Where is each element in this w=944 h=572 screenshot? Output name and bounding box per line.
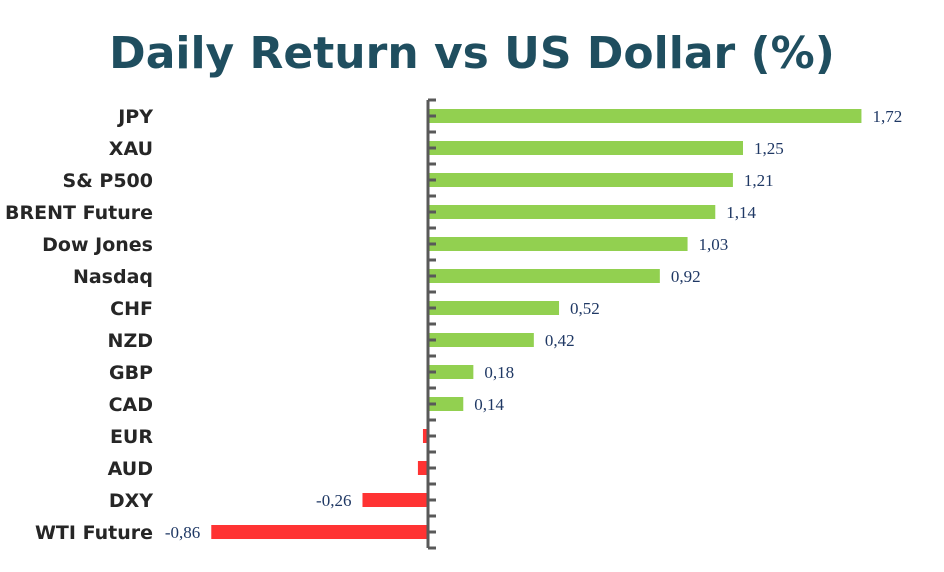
bar bbox=[428, 109, 862, 123]
category-label: DXY bbox=[109, 490, 153, 512]
data-label: 0,92 bbox=[671, 267, 701, 286]
bar bbox=[428, 365, 474, 379]
category-label: EUR bbox=[110, 426, 153, 448]
category-label: WTI Future bbox=[35, 522, 153, 544]
bar bbox=[428, 205, 716, 219]
category-label: Dow Jones bbox=[42, 234, 153, 256]
bar bbox=[428, 269, 660, 283]
data-label: 0,14 bbox=[474, 395, 504, 414]
category-label: BRENT Future bbox=[5, 202, 153, 224]
data-label: 0,42 bbox=[545, 331, 575, 350]
category-label: GBP bbox=[109, 362, 153, 384]
bar bbox=[422, 429, 428, 443]
bar bbox=[428, 301, 560, 315]
category-label: JPY bbox=[116, 106, 153, 128]
data-label: 1,14 bbox=[726, 203, 756, 222]
bar bbox=[428, 141, 743, 155]
data-label: 1,21 bbox=[744, 171, 774, 190]
data-label: -0,26 bbox=[316, 491, 351, 510]
bar bbox=[362, 493, 428, 507]
bar bbox=[417, 461, 428, 475]
data-label: 0,52 bbox=[570, 299, 600, 318]
category-label: CAD bbox=[109, 394, 153, 416]
data-label: 1,03 bbox=[699, 235, 729, 254]
bar bbox=[428, 333, 534, 347]
data-label: 1,25 bbox=[754, 139, 784, 158]
data-label: 0,18 bbox=[484, 363, 514, 382]
category-label: S& P500 bbox=[63, 170, 153, 192]
category-label: XAU bbox=[109, 138, 153, 160]
bar bbox=[428, 237, 688, 251]
category-label: NZD bbox=[108, 330, 153, 352]
bar bbox=[428, 397, 464, 411]
data-label: -0,86 bbox=[165, 523, 200, 542]
chart-title: Daily Return vs US Dollar (%) bbox=[109, 28, 835, 79]
category-label: AUD bbox=[108, 458, 153, 480]
category-label: Nasdaq bbox=[73, 266, 153, 288]
bar bbox=[211, 525, 428, 539]
bar bbox=[428, 173, 733, 187]
data-label: 1,72 bbox=[872, 107, 902, 126]
category-label: CHF bbox=[110, 298, 153, 320]
